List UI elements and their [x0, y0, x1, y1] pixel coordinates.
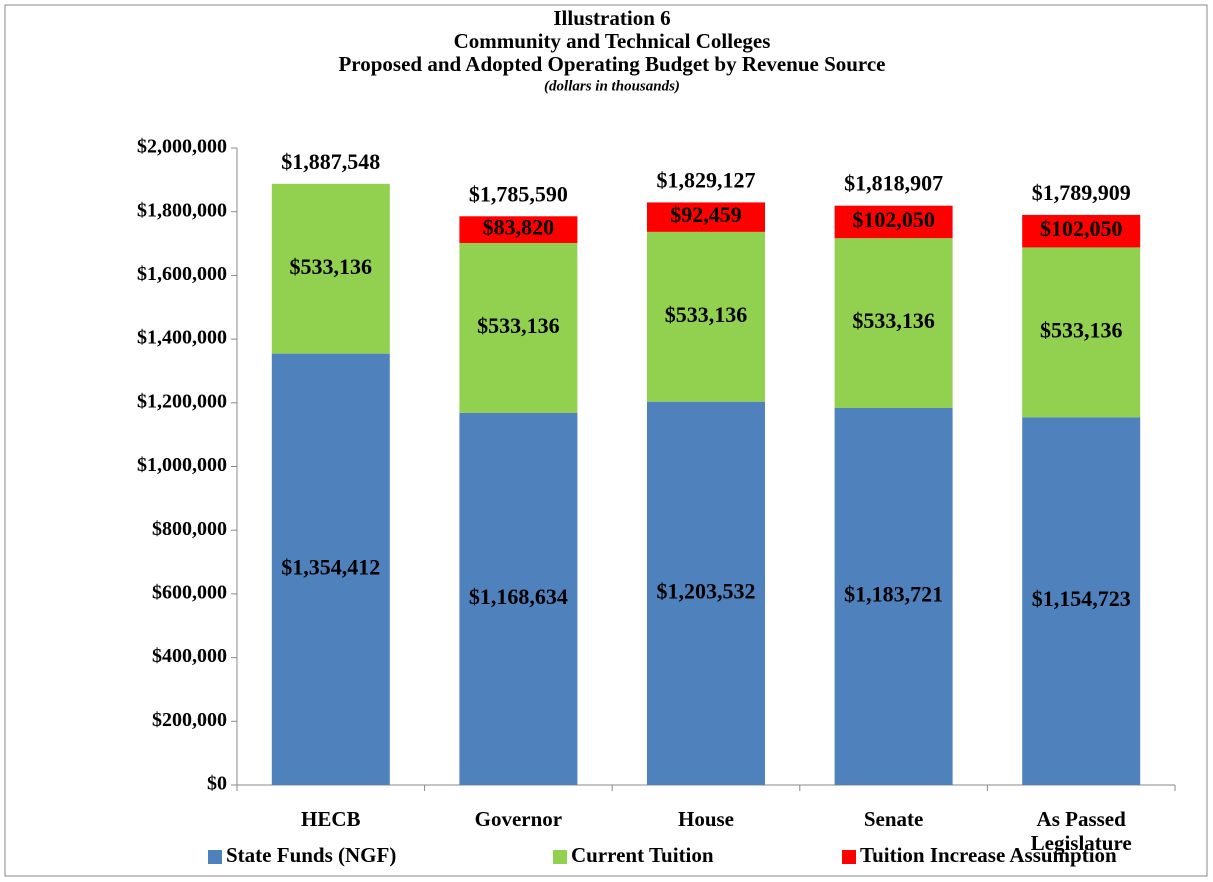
x-tick-label: As Passed Legislature [1030, 807, 1132, 855]
legend-label: Current Tuition [571, 843, 714, 867]
total-label: $1,887,548 [281, 149, 380, 174]
bar-segment [459, 242, 578, 413]
data-label: $92,459 [670, 202, 742, 227]
data-label: $533,136 [290, 254, 373, 279]
bar-segment [1022, 214, 1141, 248]
data-label: $533,136 [665, 302, 748, 327]
total-label: $1,818,907 [844, 171, 943, 196]
bar-segment [647, 231, 765, 402]
bar-segment [647, 401, 765, 785]
bar-segment [1022, 417, 1141, 785]
bar-segment [459, 412, 578, 785]
chart-border [4, 4, 1208, 877]
data-label: $102,050 [852, 207, 935, 232]
bar-segment [1022, 247, 1141, 418]
data-label: $1,168,634 [469, 584, 568, 609]
y-tick-label: $1,600,000 [137, 263, 227, 285]
x-tick-label: Senate [863, 807, 924, 831]
legend-label: Tuition Increase Assumption [860, 843, 1117, 867]
bar-segment [271, 353, 390, 785]
total-label: $1,789,909 [1032, 180, 1131, 205]
y-tick-label: $200,000 [152, 709, 227, 731]
total-label: $1,785,590 [469, 181, 568, 206]
y-tick-label: $800,000 [152, 518, 227, 540]
y-tick-label: $400,000 [152, 645, 227, 667]
legend-label: State Funds (NGF) [226, 843, 396, 867]
data-label: $1,203,532 [657, 578, 756, 603]
bar-segment [647, 202, 765, 232]
x-tick-label: Governor [474, 807, 563, 831]
bar-segment [459, 216, 578, 243]
data-label: $1,183,721 [844, 582, 943, 607]
x-tick-label: HECB [301, 807, 361, 831]
bar-segment [271, 183, 390, 354]
chart-subtitle: (dollars in thousands) [544, 78, 680, 94]
chart-title: Proposed and Adopted Operating Budget by… [338, 52, 885, 76]
bar-segment [834, 238, 953, 408]
data-label: $1,354,412 [281, 554, 380, 579]
y-tick-label: $1,400,000 [137, 327, 227, 349]
total-label: $1,829,127 [657, 167, 756, 192]
data-label: $533,136 [477, 313, 560, 338]
bar-segment [834, 205, 953, 239]
data-label: $83,820 [483, 215, 555, 240]
bar-segment [834, 407, 953, 785]
y-tick-label: $1,200,000 [137, 390, 227, 412]
y-tick-label: $0 [207, 773, 227, 795]
y-tick-label: $1,000,000 [137, 454, 227, 476]
legend-swatch [208, 850, 222, 864]
y-tick-label: $1,800,000 [137, 199, 227, 221]
data-label: $533,136 [852, 308, 935, 333]
data-label: $533,136 [1040, 317, 1123, 342]
chart-title: Illustration 6 [553, 6, 670, 30]
y-tick-label: $2,000,000 [137, 136, 227, 158]
chart-title: Community and Technical Colleges [454, 29, 771, 53]
y-tick-label: $600,000 [152, 581, 227, 603]
x-tick-label: House [677, 807, 734, 831]
legend-swatch [553, 850, 567, 864]
legend-swatch [842, 850, 856, 864]
data-label: $1,154,723 [1032, 586, 1131, 611]
data-label: $102,050 [1040, 216, 1123, 241]
